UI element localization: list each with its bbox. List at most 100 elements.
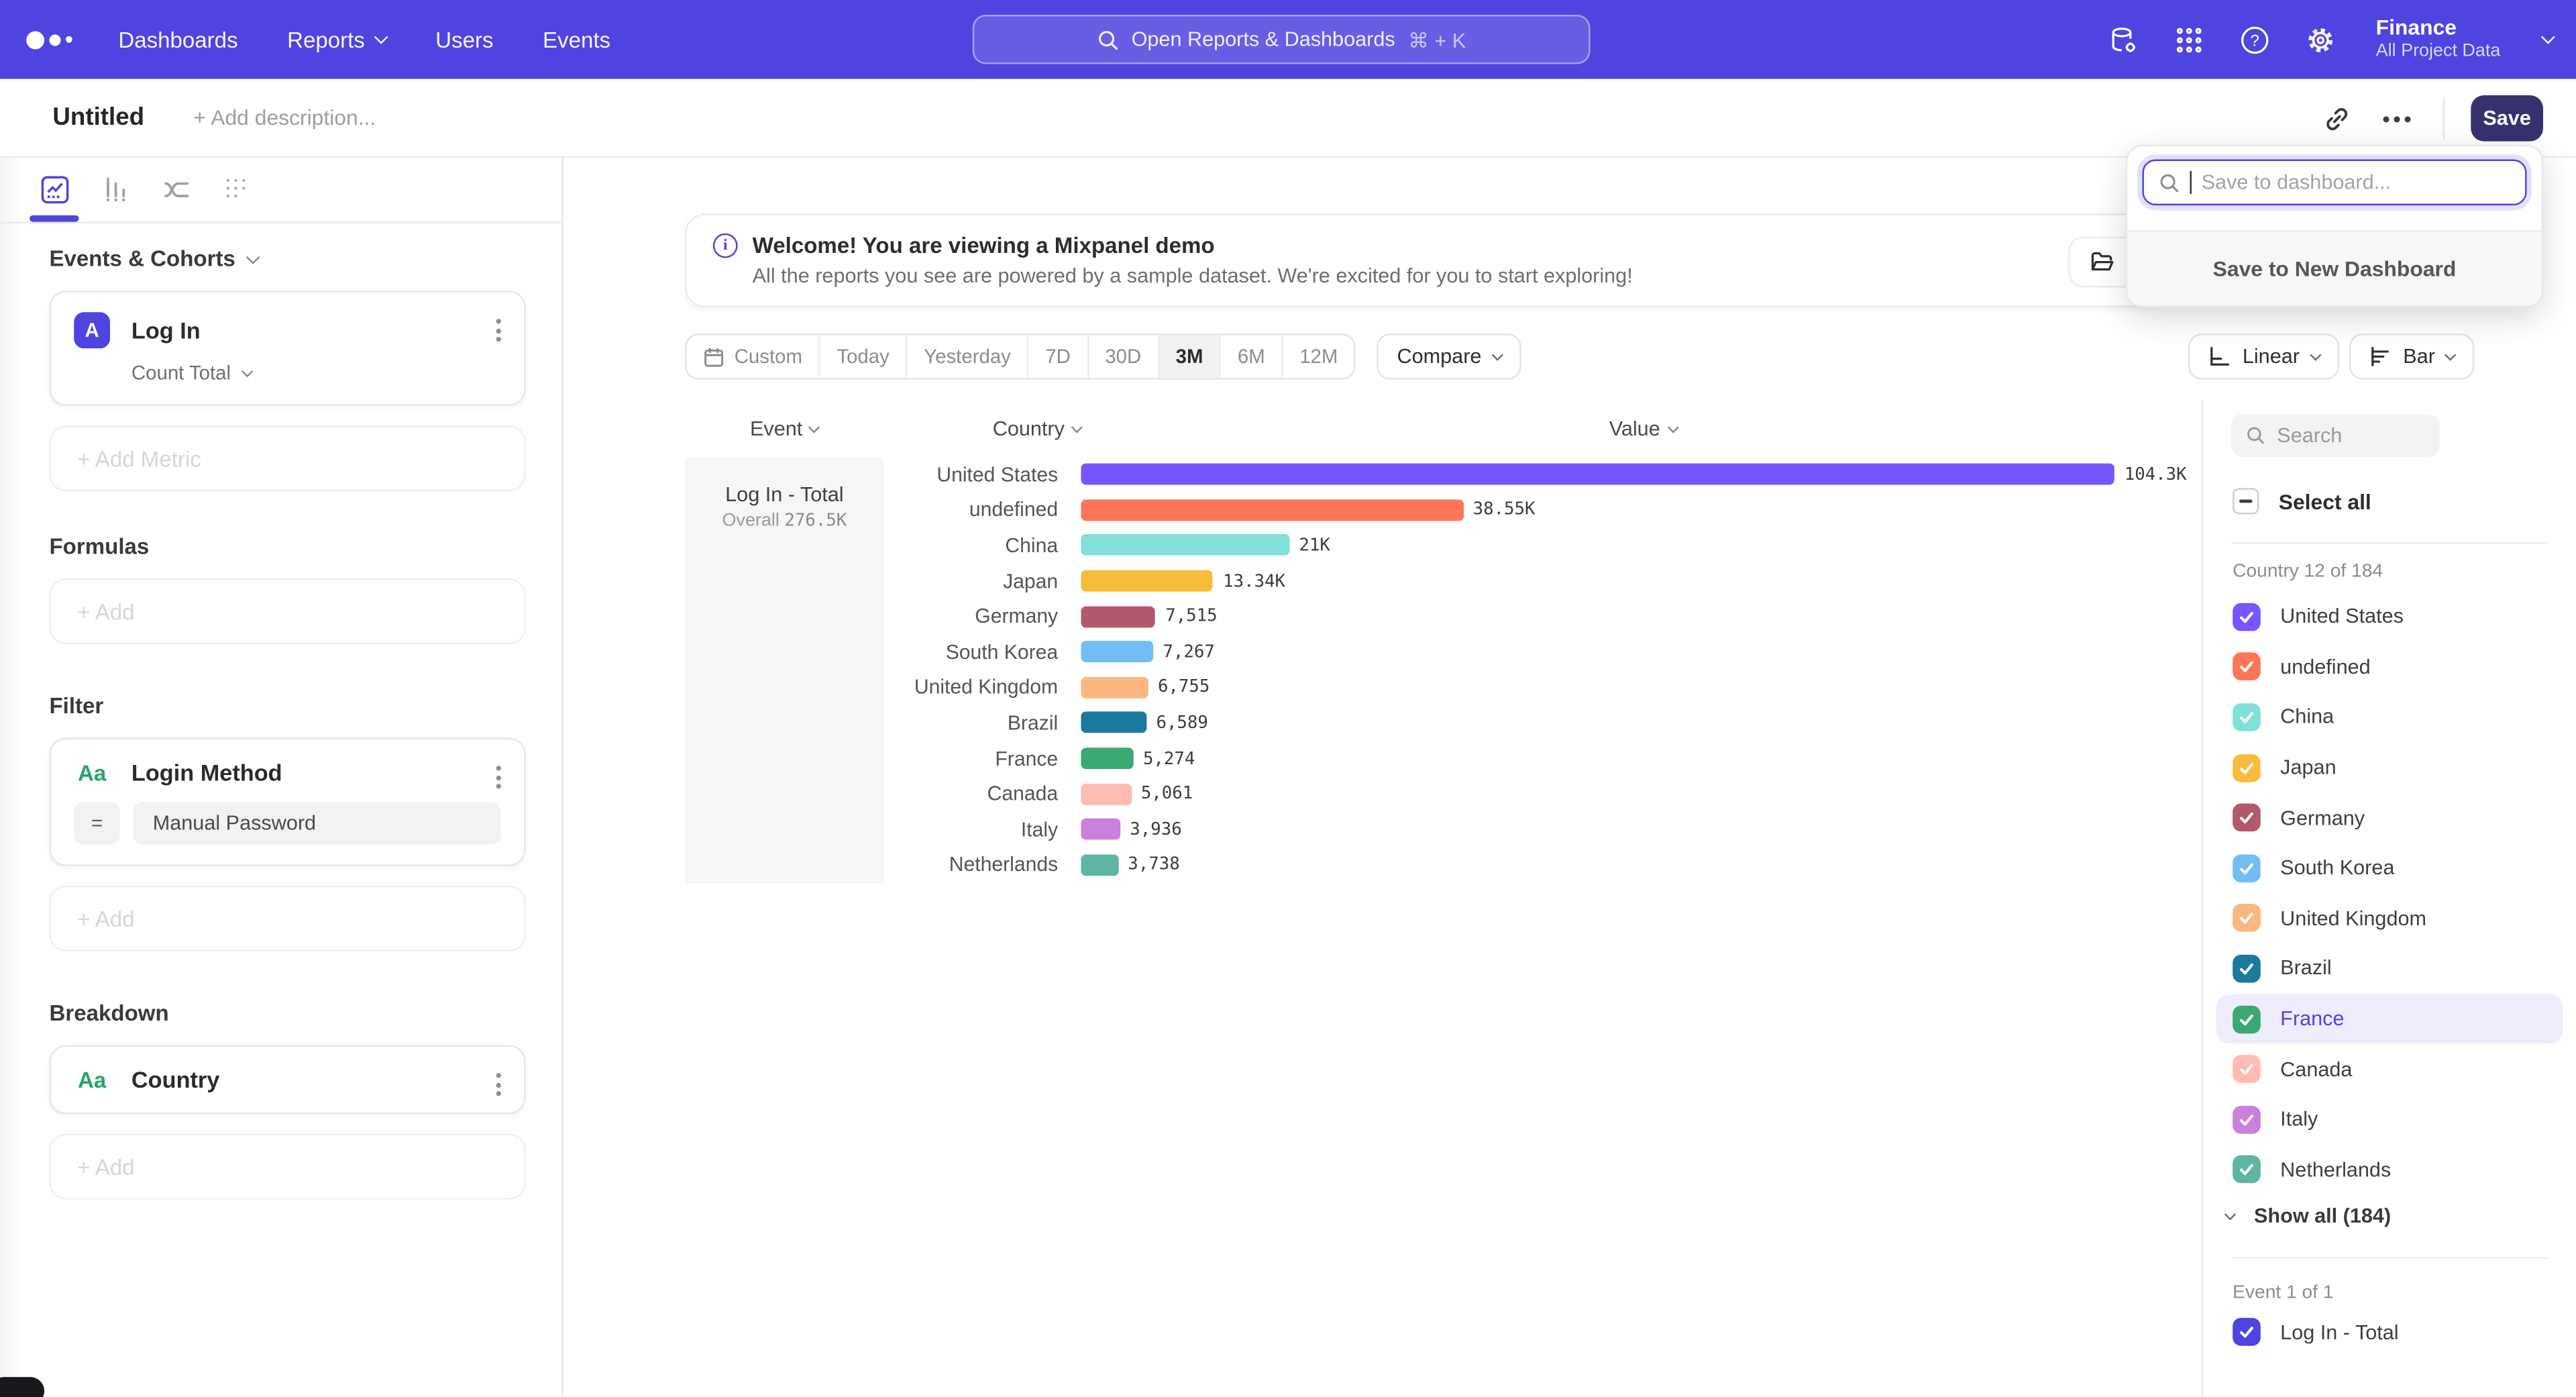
checkbox-italy[interactable] (2233, 1106, 2261, 1134)
date-tab-12m[interactable]: 12M (1281, 335, 1354, 378)
checkbox-canada[interactable] (2233, 1055, 2261, 1084)
checkbox-south-korea[interactable] (2233, 854, 2261, 882)
add-description[interactable]: + Add description... (194, 105, 376, 130)
save-button[interactable]: Save (2471, 95, 2543, 142)
legend-row-brazil[interactable]: Brazil (2216, 943, 2563, 994)
tab-funnels-icon[interactable] (100, 174, 131, 206)
add-metric-button[interactable]: + Add Metric (49, 425, 525, 491)
bar-united-kingdom[interactable] (1081, 677, 1148, 698)
metric-card[interactable]: A Log In Count Total (49, 291, 525, 405)
bar-netherlands[interactable] (1081, 854, 1118, 876)
checkbox-undefined[interactable] (2233, 653, 2261, 681)
bar-italy[interactable] (1081, 819, 1120, 840)
checkbox-united-states[interactable] (2233, 603, 2261, 631)
column-header-value[interactable]: Value (1479, 417, 1807, 440)
apps-grid-icon[interactable] (2172, 23, 2205, 56)
date-tab-3m[interactable]: 3M (1158, 335, 1220, 378)
legend-row-germany[interactable]: Germany (2216, 792, 2563, 843)
filter-value[interactable]: Manual Password (133, 802, 501, 845)
nav-users[interactable]: Users (435, 27, 493, 52)
navbar-right: ? Finance All Project Data (2106, 0, 2553, 79)
chart-type-button[interactable]: Bar (2349, 333, 2474, 380)
bar-brazil[interactable] (1081, 713, 1146, 734)
legend-row-south-korea[interactable]: South Korea (2216, 843, 2563, 893)
events-cohorts-heading[interactable]: Events & Cohorts (49, 246, 525, 271)
aggregation-selector[interactable]: Count Total (131, 362, 501, 384)
bar-china[interactable] (1081, 535, 1289, 556)
filter-operator[interactable]: = (74, 802, 120, 845)
search-placeholder: Search (2277, 424, 2342, 447)
date-tab-30d[interactable]: 30D (1087, 335, 1157, 378)
checkbox-login-total[interactable] (2233, 1318, 2261, 1346)
select-all-toggle[interactable]: Select all (2233, 488, 2371, 514)
checkbox-china[interactable] (2233, 703, 2261, 731)
bar-japan[interactable] (1081, 570, 1213, 592)
legend-row-united-states[interactable]: United States (2216, 592, 2563, 642)
tab-flows-icon[interactable] (161, 174, 193, 206)
save-dashboard-search-input[interactable]: Save to dashboard... (2142, 160, 2526, 206)
checkbox-united-kingdom[interactable] (2233, 904, 2261, 933)
segment-search-input[interactable]: Search (2231, 414, 2440, 457)
date-tab-today[interactable]: Today (818, 335, 906, 378)
checkbox-brazil[interactable] (2233, 955, 2261, 983)
date-tab-6m[interactable]: 6M (1220, 335, 1281, 378)
bar-united-states[interactable] (1081, 464, 2114, 485)
add-formula-button[interactable]: + Add (49, 578, 525, 644)
tab-insights-icon[interactable] (40, 174, 71, 206)
legend-row-united-kingdom[interactable]: United Kingdom (2216, 893, 2563, 943)
copy-link-icon[interactable] (2318, 100, 2355, 136)
legend-row-japan[interactable]: Japan (2216, 742, 2563, 792)
date-tab-yesterday[interactable]: Yesterday (906, 335, 1027, 378)
legend-row-china[interactable]: China (2216, 692, 2563, 742)
date-tab-custom[interactable]: Custom (687, 335, 819, 378)
help-icon[interactable]: ? (2238, 23, 2271, 56)
compare-button[interactable]: Compare (1377, 333, 1521, 380)
column-header-country[interactable]: Country (884, 417, 1081, 440)
checkbox-netherlands[interactable] (2233, 1155, 2261, 1184)
tab-retention-icon[interactable] (222, 174, 254, 206)
global-search-button[interactable]: Open Reports & Dashboards ⌘ + K (973, 15, 1591, 64)
breakdown-card[interactable]: Aa Country (49, 1045, 525, 1115)
legend-row-italy[interactable]: Italy (2216, 1094, 2563, 1145)
info-icon: i (713, 234, 738, 258)
legend-row-france[interactable]: France (2216, 994, 2563, 1044)
bar-undefined[interactable] (1081, 499, 1462, 521)
nav-reports[interactable]: Reports (287, 27, 386, 52)
bar-canada[interactable] (1081, 783, 1131, 805)
legend-row-canada[interactable]: Canada (2216, 1044, 2563, 1094)
checkbox-germany[interactable] (2233, 804, 2261, 832)
settings-gear-icon[interactable] (2304, 23, 2337, 56)
metric-event-name[interactable]: Log In (131, 317, 201, 344)
show-all-toggle[interactable]: Show all (184) (2226, 1204, 2391, 1227)
indeterminate-checkbox[interactable] (2233, 488, 2259, 514)
search-icon (2246, 425, 2265, 445)
date-tab-7d[interactable]: 7D (1027, 335, 1087, 378)
filter-card[interactable]: Aa Login Method = Manual Password (49, 738, 525, 866)
overlay-widget[interactable] (0, 1377, 44, 1397)
filter-menu-icon[interactable] (493, 762, 504, 792)
bar-south-korea[interactable] (1081, 641, 1152, 663)
legend-row-netherlands[interactable]: Netherlands (2216, 1145, 2563, 1195)
save-to-new-dashboard-button[interactable]: Save to New Dashboard (2127, 230, 2541, 306)
bar-france[interactable] (1081, 747, 1133, 769)
bar-germany[interactable] (1081, 606, 1155, 627)
add-breakdown-button[interactable]: + Add (49, 1134, 525, 1200)
add-filter-button[interactable]: + Add (49, 886, 525, 951)
nav-dashboards[interactable]: Dashboards (118, 27, 237, 52)
project-switcher[interactable]: Finance All Project Data (2376, 15, 2501, 64)
column-header-event[interactable]: Event (685, 417, 883, 440)
checkbox-japan[interactable] (2233, 754, 2261, 782)
legend-row-login-total[interactable]: Log In - Total (2233, 1318, 2398, 1346)
filter-property-name[interactable]: Login Method (131, 759, 282, 785)
data-management-icon[interactable] (2106, 23, 2139, 56)
mixpanel-logo-icon[interactable] (26, 30, 72, 48)
legend-row-undefined[interactable]: undefined (2216, 642, 2563, 692)
scale-selector-button[interactable]: Linear (2188, 333, 2339, 380)
metric-menu-icon[interactable] (493, 315, 504, 345)
more-options-button[interactable]: ••• (2381, 100, 2417, 136)
breakdown-property-name[interactable]: Country (131, 1066, 219, 1092)
report-title[interactable]: Untitled (52, 103, 144, 132)
checkbox-france[interactable] (2233, 1005, 2261, 1033)
nav-events[interactable]: Events (543, 27, 610, 52)
breakdown-menu-icon[interactable] (493, 1070, 504, 1099)
